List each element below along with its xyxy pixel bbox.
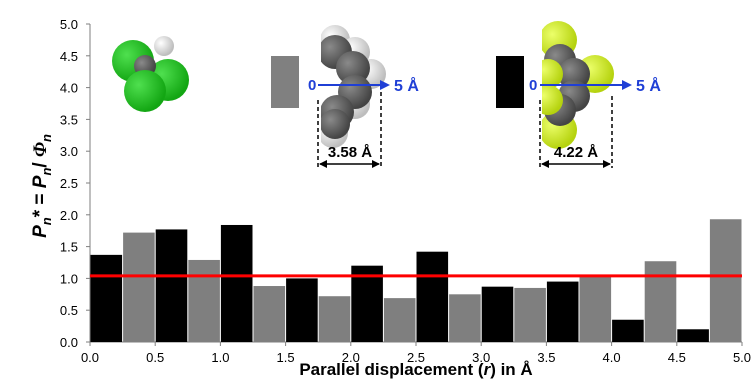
arrow-origin-label: 0 xyxy=(529,77,537,94)
bar-gray xyxy=(383,298,416,342)
hexafluorobenzene-inset: 0 5 Å 4.22 Å xyxy=(496,18,661,168)
bar-gray xyxy=(253,286,286,342)
bar-gray xyxy=(579,276,612,342)
x-tick-label: 4.5 xyxy=(668,350,686,365)
benzene-inset: 0 5 Å 3.58 Å xyxy=(271,25,419,168)
bar-gray xyxy=(188,259,220,342)
y-tick-label: 3.5 xyxy=(60,112,78,127)
y-tick-label: 0.0 xyxy=(60,335,78,350)
arrow-origin-label: 0 xyxy=(308,77,316,94)
bar-gray xyxy=(644,261,677,342)
x-axis-title: Parallel displacement (r) in Å xyxy=(299,360,532,379)
bar-black xyxy=(612,319,644,342)
y-tick-label: 1.0 xyxy=(60,271,78,286)
width-label: 4.22 Å xyxy=(554,144,598,161)
y-tick-label: 1.5 xyxy=(60,240,78,255)
x-tick-label: 4.0 xyxy=(603,350,621,365)
y-axis-title: Pn* = Pn/ Φn xyxy=(30,134,54,238)
y-tick-label: 3.0 xyxy=(60,144,78,159)
y-tick-label: 4.0 xyxy=(60,81,78,96)
gray-block xyxy=(271,56,299,108)
bar-gray xyxy=(123,232,155,342)
arrow-end-label: 5 Å xyxy=(636,76,661,95)
x-tick-label: 2.5 xyxy=(407,350,425,365)
width-label: 3.58 Å xyxy=(328,144,372,161)
black-block xyxy=(496,56,524,108)
bars xyxy=(90,219,742,342)
y-tick-label: 2.5 xyxy=(60,176,78,191)
y-tick-label: 4.5 xyxy=(60,49,78,64)
x-tick-label: 1.5 xyxy=(277,350,295,365)
bar-black xyxy=(351,265,383,342)
chlorine-atom xyxy=(124,70,166,112)
bar-black xyxy=(220,224,253,342)
bar-gray xyxy=(449,294,481,342)
x-tick-label: 5.0 xyxy=(733,350,751,365)
bar-black xyxy=(546,281,579,342)
arrow-end-label: 5 Å xyxy=(394,76,419,95)
bar-black xyxy=(90,254,123,342)
bar-black xyxy=(416,251,449,342)
y-tick-label: 2.0 xyxy=(60,208,78,223)
x-tick-label: 0.5 xyxy=(146,350,164,365)
y-ticks: 0.0 0.5 1.0 1.5 2.0 2.5 3.0 3.5 4.0 4.5 5.0 xyxy=(60,17,90,350)
x-tick-label: 3.5 xyxy=(537,350,555,365)
bar-gray xyxy=(514,287,546,342)
x-tick-label: 1.0 xyxy=(211,350,229,365)
benzene-molecule-image xyxy=(311,25,386,148)
bar-gray xyxy=(318,296,351,342)
bar-black xyxy=(677,329,709,342)
x-tick-label: 3.0 xyxy=(472,350,490,365)
hydrogen-atom xyxy=(154,36,174,56)
bar-black xyxy=(481,286,514,342)
y-tick-label: 0.5 xyxy=(60,303,78,318)
x-ticks: 0.0 0.5 1.0 1.5 2.0 2.5 3.0 3.5 4.0 4.5 5.0 xyxy=(81,342,751,365)
bar-gray xyxy=(709,219,742,342)
x-tick-label: 0.0 xyxy=(81,350,99,365)
chcl3-molecule-image xyxy=(112,36,189,112)
bar-black xyxy=(155,229,188,342)
hexafluorobenzene-molecule-image xyxy=(532,18,614,149)
x-tick-label: 2.0 xyxy=(342,350,360,365)
bar-black xyxy=(286,278,318,342)
y-tick-label: 5.0 xyxy=(60,17,78,32)
